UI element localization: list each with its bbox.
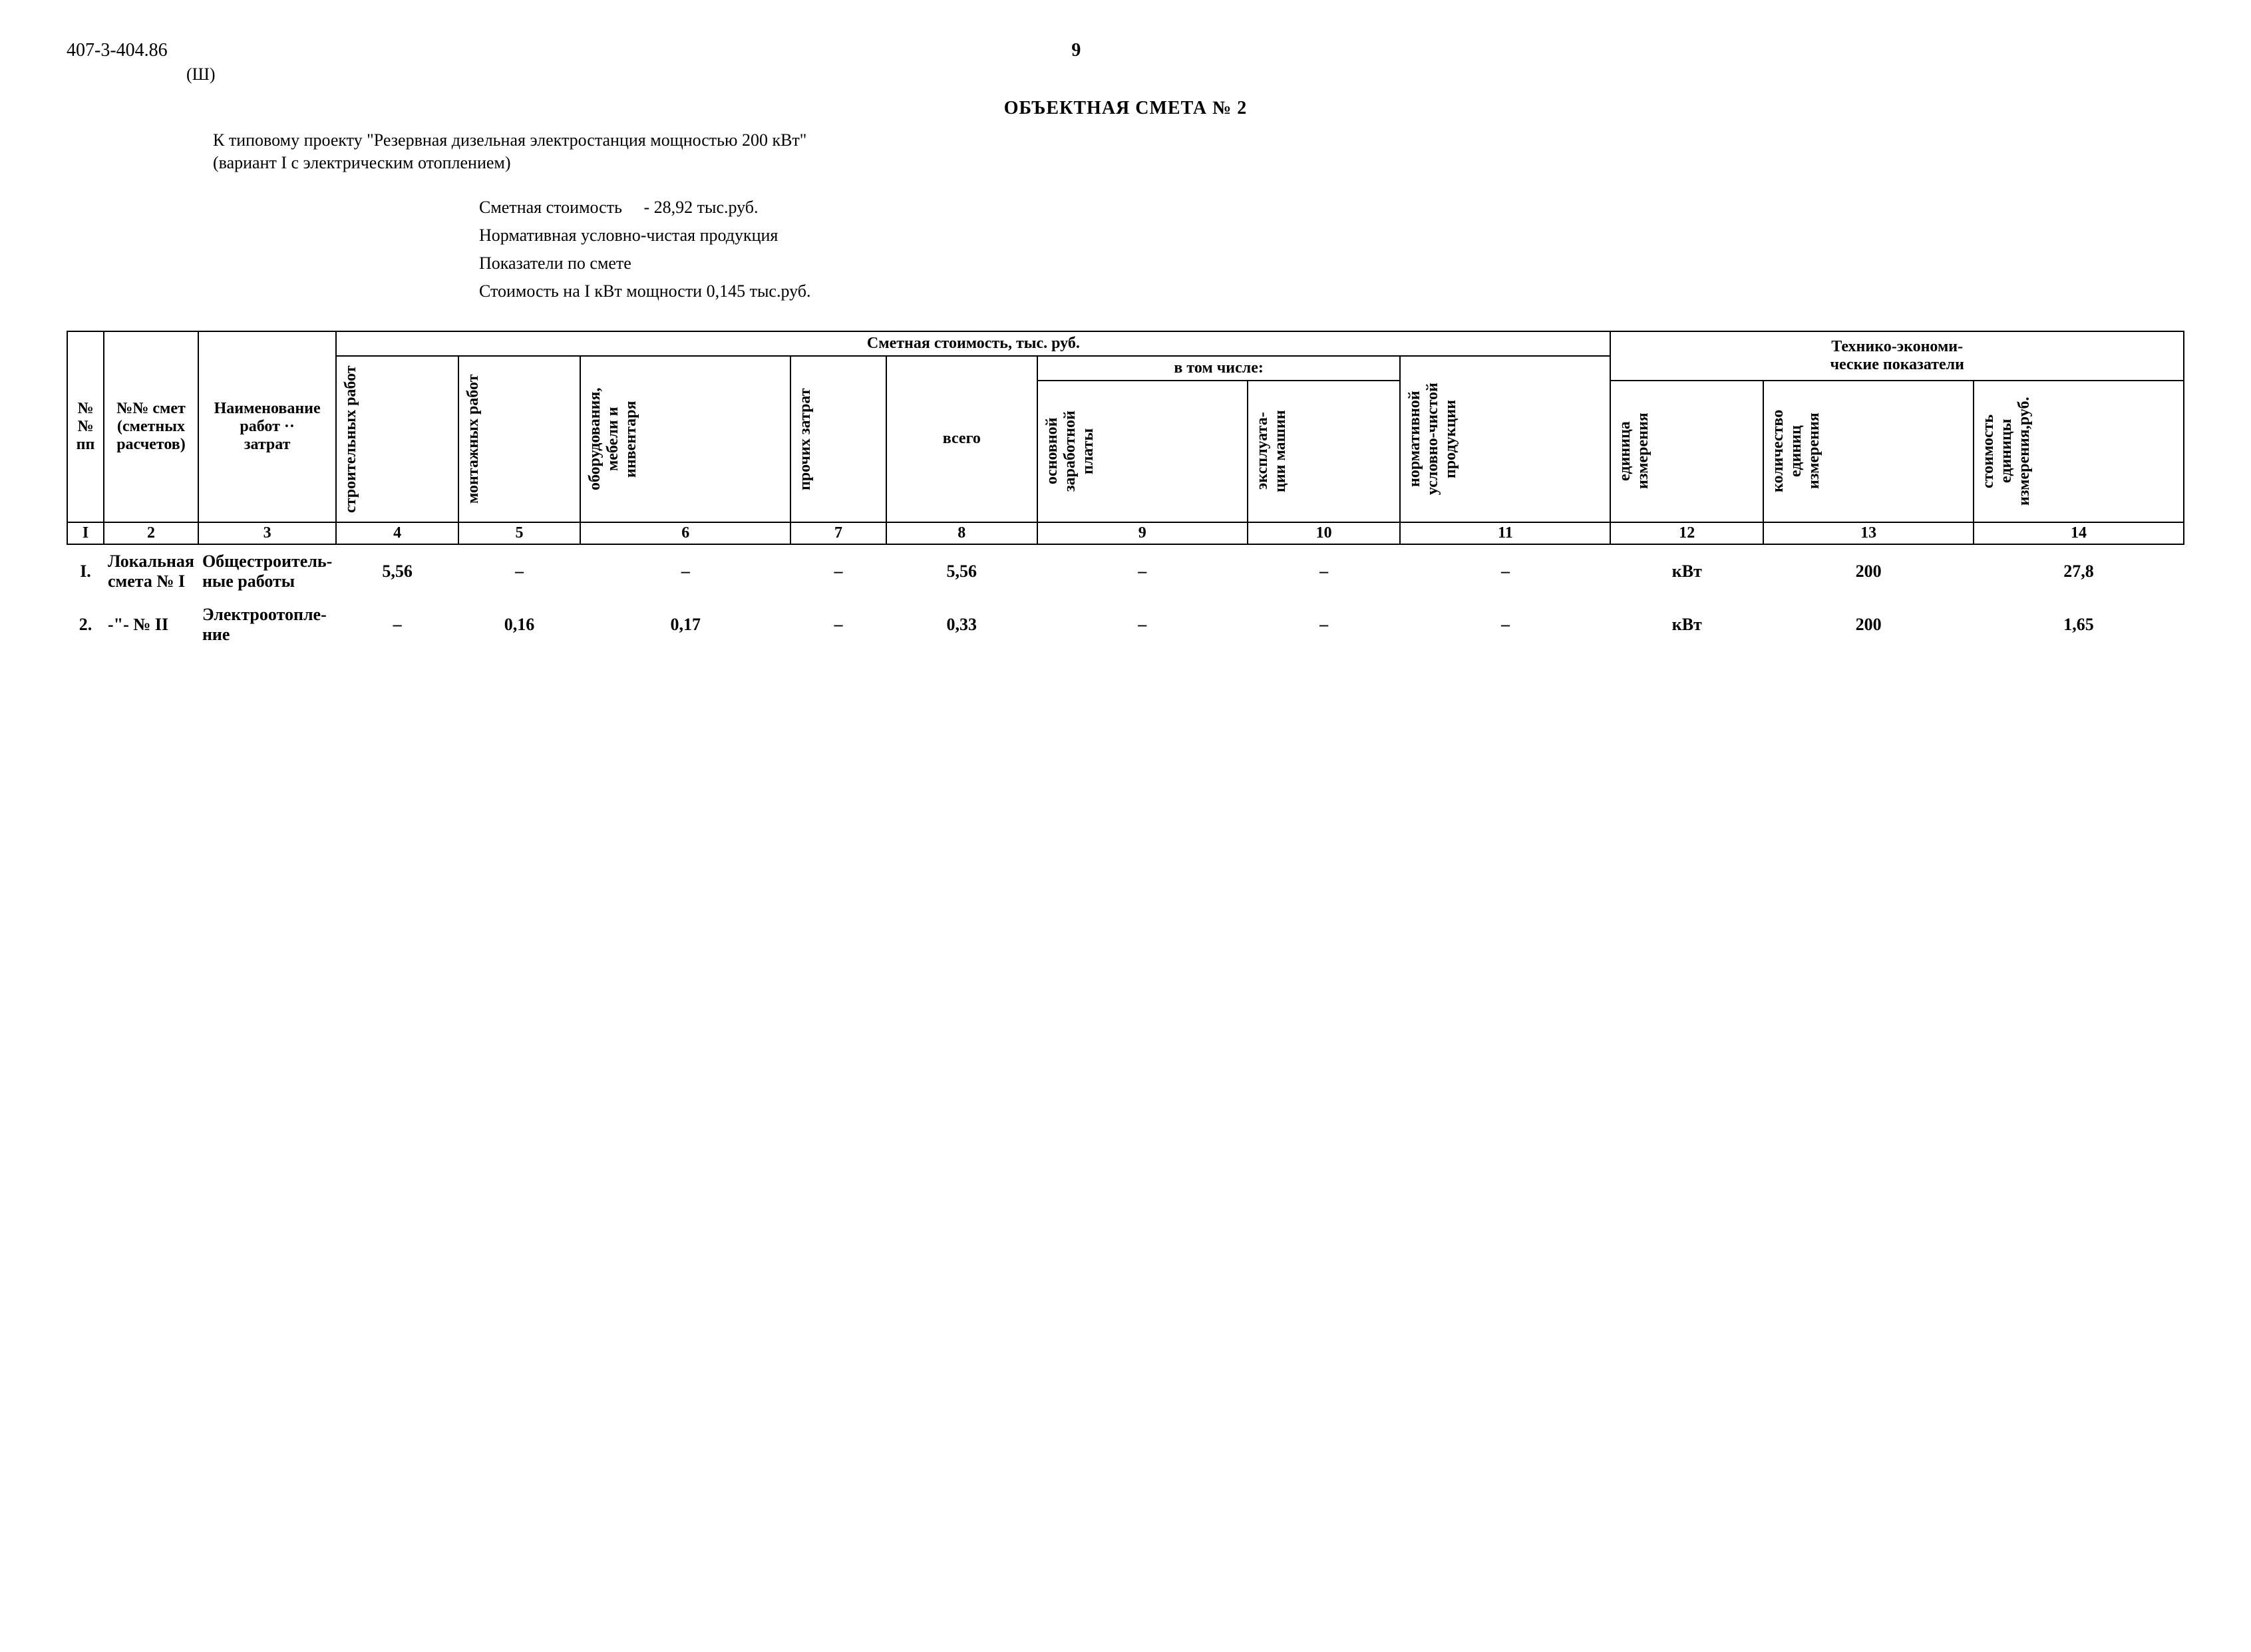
table-header: №№ пп №№ смет (сметных расчетов) Наимено… (67, 331, 2184, 544)
col-header-nn: №№ пп (67, 331, 104, 522)
estimate-table: №№ пп №№ смет (сметных расчетов) Наимено… (67, 331, 2184, 651)
table-row: I.Локальная смета № IОбщестроитель- ные … (67, 544, 2184, 598)
cell: 5,56 (886, 544, 1037, 598)
col-header-4: строительных работ (336, 356, 458, 522)
cell: 5,56 (336, 544, 458, 598)
summary-unit-cost-value: 0,145 тыс.руб. (707, 281, 811, 301)
cell: – (1400, 598, 1610, 651)
cell: 0,16 (458, 598, 580, 651)
summary-unit-cost-label: Стоимость на I кВт мощности (479, 281, 702, 301)
cell: I. (67, 544, 104, 598)
cell: кВт (1610, 544, 1763, 598)
doc-marker: (Ш) (186, 65, 2184, 84)
col-header-9: основной заработной платы (1037, 381, 1248, 522)
colnum-7: 7 (790, 522, 886, 544)
cell: – (790, 598, 886, 651)
summary-block: Сметная стоимость - 28,92 тыс.руб. Норма… (479, 194, 2184, 304)
document-title: ОБЪЕКТНАЯ СМЕТА № 2 (67, 98, 2184, 119)
summary-indicators: Показатели по смете (479, 250, 2184, 276)
document-page: 407-3-404.86 9 (Ш) ОБЪЕКТНАЯ СМЕТА № 2 К… (67, 40, 2184, 651)
cell: 200 (1763, 544, 1974, 598)
summary-cost-value: - 28,92 тыс.руб. (643, 198, 758, 217)
colnum-9: 9 (1037, 522, 1248, 544)
colnum-12: 12 (1610, 522, 1763, 544)
col-header-7: прочих затрат (790, 356, 886, 522)
cell: – (1037, 544, 1248, 598)
colnum-11: 11 (1400, 522, 1610, 544)
group-header-including: в том числе: (1037, 356, 1401, 381)
summary-normative: Нормативная условно-чистая продукция (479, 222, 779, 248)
cell: Электроотопле- ние (198, 598, 336, 651)
summary-unit-cost: Стоимость на I кВт мощности 0,145 тыс.ру… (479, 278, 2184, 304)
cell: кВт (1610, 598, 1763, 651)
cell: 2. (67, 598, 104, 651)
col-header-13: количество единиц измерения (1763, 381, 1974, 522)
document-subtitle: К типовому проекту "Резервная дизельная … (213, 129, 2038, 174)
cell: – (1037, 598, 1248, 651)
header-row: 407-3-404.86 9 (67, 40, 2184, 61)
col-header-11: нормативной условно-чистой продукции (1400, 356, 1610, 522)
colnum-14: 14 (1974, 522, 2184, 544)
summary-cost-label: Сметная стоимость (479, 198, 622, 217)
cell: – (458, 544, 580, 598)
group-header-tech: Технико-экономи- ческие показатели (1610, 331, 2184, 381)
col-header-5: монтажных работ (458, 356, 580, 522)
table-body: I.Локальная смета № IОбщестроитель- ные … (67, 544, 2184, 651)
colnum-13: 13 (1763, 522, 1974, 544)
cell: 0,17 (580, 598, 790, 651)
cell: Локальная смета № I (104, 544, 198, 598)
colnum-10: 10 (1248, 522, 1401, 544)
cell: – (1248, 598, 1401, 651)
colnum-2: 2 (104, 522, 198, 544)
col-header-6: оборудования, мебели и инвентаря (580, 356, 790, 522)
colnum-3: 3 (198, 522, 336, 544)
colnum-6: 6 (580, 522, 790, 544)
group-header-cost: Сметная стоимость, тыс. руб. (336, 331, 1610, 356)
page-number: 9 (68, 40, 2085, 61)
col-header-12: единица измерения (1610, 381, 1763, 522)
colnum-4: 4 (336, 522, 458, 544)
subtitle-line-1: К типовому проекту "Резервная дизельная … (213, 130, 806, 150)
table-row: 2.-"- № IIЭлектроотопле- ние–0,160,17–0,… (67, 598, 2184, 651)
col-header-smeta: №№ смет (сметных расчетов) (104, 331, 198, 522)
colnum-8: 8 (886, 522, 1037, 544)
cell: 200 (1763, 598, 1974, 651)
cell: 1,65 (1974, 598, 2184, 651)
cell: -"- № II (104, 598, 198, 651)
col-header-8: всего (886, 356, 1037, 522)
cell: 0,33 (886, 598, 1037, 651)
col-header-name: Наименование работ ·· затрат (198, 331, 336, 522)
cell: Общестроитель- ные работы (198, 544, 336, 598)
summary-cost: Сметная стоимость - 28,92 тыс.руб. (479, 194, 2184, 220)
col-header-10: эксплуата- ции машин (1248, 381, 1401, 522)
colnum-1: I (67, 522, 104, 544)
cell: – (790, 544, 886, 598)
cell: – (1400, 544, 1610, 598)
cell: – (580, 544, 790, 598)
cell: – (1248, 544, 1401, 598)
col-header-14: стоимость единицы измерения,руб. (1974, 381, 2184, 522)
subtitle-line-2: (вариант I с электрическим отоплением) (213, 153, 511, 172)
colnum-5: 5 (458, 522, 580, 544)
cell: – (336, 598, 458, 651)
column-number-row: I 2 3 4 5 6 7 8 9 10 11 12 13 14 (67, 522, 2184, 544)
cell: 27,8 (1974, 544, 2184, 598)
